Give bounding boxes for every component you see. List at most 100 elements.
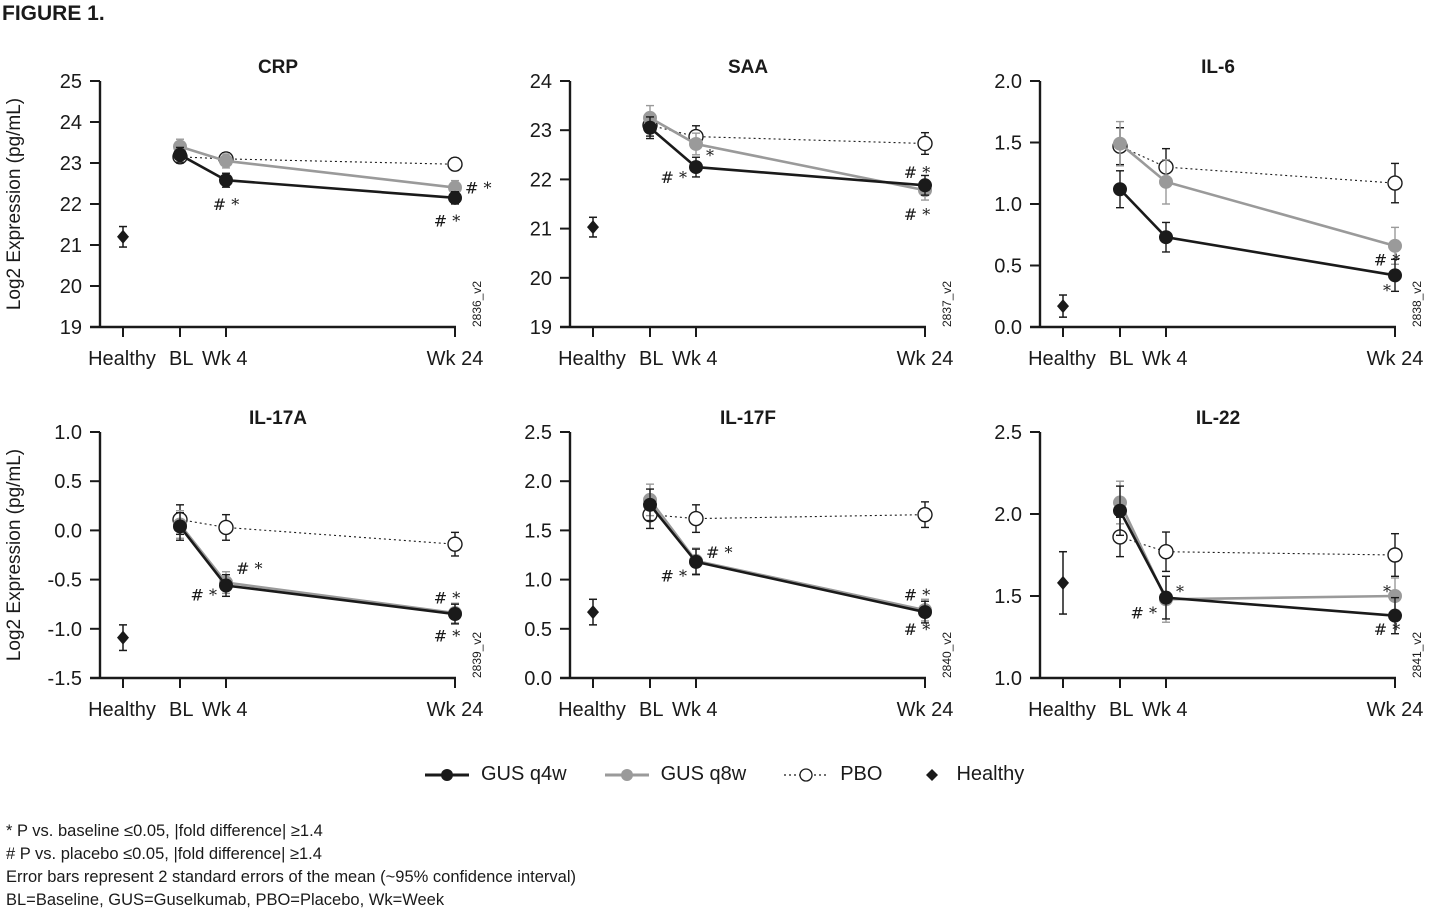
significance-annotation: # * — [1131, 603, 1158, 622]
panel-title: IL-6 — [1201, 57, 1235, 78]
significance-annotation: * — [1176, 582, 1184, 601]
figure-code: 2841_v2 — [1410, 632, 1424, 678]
data-point-gus-q4w — [1159, 230, 1173, 245]
y-tick-label: 0.5 — [994, 256, 1022, 278]
y-tick-label: 2.0 — [524, 471, 552, 493]
y-tick-label: 23 — [530, 120, 552, 142]
data-point-gus-q8w — [689, 136, 703, 151]
healthy-point — [1057, 299, 1069, 314]
data-point-gus-q4w — [1388, 608, 1402, 623]
x-tick-label: Healthy — [88, 699, 156, 721]
panel-saa: SAA 19 20 21 22 23 24 Healthy BL Wk 4 Wk 24 2837_v2… — [530, 57, 954, 370]
diamond-icon — [926, 768, 939, 781]
x-tick-label: Healthy — [88, 348, 156, 370]
significance-annotation: # * — [213, 195, 240, 214]
x-tick-label: Healthy — [558, 348, 626, 370]
significance-annotation: # * — [191, 585, 218, 604]
y-tick-label: 1.0 — [994, 194, 1022, 216]
data-point-gus-q4w — [643, 497, 657, 512]
healthy-point — [1057, 575, 1069, 590]
legend-label: Healthy — [956, 763, 1025, 785]
y-tick-label: 24 — [60, 112, 82, 134]
dotted-line-open-circle-icon — [784, 767, 829, 782]
data-point-gus-q4w — [448, 607, 462, 622]
panel-il-17a: IL-17A Log2 Expression (pg/mL) -1.5 -1.0 -0.… — [4, 408, 484, 721]
significance-annotation: # * — [904, 205, 931, 224]
y-tick-label: 21 — [530, 219, 552, 241]
x-tick-label: Healthy — [1028, 348, 1096, 370]
legend-item-gus-q8w: GUS q8w — [604, 763, 747, 786]
y-axis-label: Log2 Expression (pg/mL) — [4, 449, 25, 661]
panel-title: SAA — [728, 57, 768, 78]
y-tick-label: 0.5 — [524, 619, 552, 641]
series-line-gus-q8w — [649, 116, 926, 192]
significance-annotation: # * — [434, 588, 461, 607]
y-tick-label: 1.5 — [994, 133, 1022, 155]
significance-annotation: * — [1383, 281, 1391, 300]
y-tick-label: 20 — [60, 276, 82, 298]
panel-title: IL-22 — [1196, 408, 1240, 429]
data-point-gus-q8w — [1159, 174, 1173, 189]
significance-annotation: # * — [706, 543, 733, 562]
y-tick-label: -1.5 — [48, 668, 82, 690]
significance-annotation: # * — [465, 179, 492, 198]
data-point-gus-q4w — [1388, 268, 1402, 283]
y-tick-label: 1.0 — [524, 570, 552, 592]
y-tick-label: 2.0 — [994, 504, 1022, 526]
x-tick-label: Wk 4 — [1142, 699, 1188, 721]
x-tick-label: Healthy — [558, 699, 626, 721]
legend: GUS q4w GUS q8w PBO Healthy — [425, 763, 1062, 786]
y-tick-label: 1.0 — [54, 422, 82, 444]
legend-item-pbo: PBO — [784, 763, 882, 786]
y-tick-label: 0.0 — [54, 520, 82, 542]
panel-il-17f: IL-17F 0.0 0.5 1.0 1.5 2.0 2.5 Healthy BL Wk 4 Wk … — [524, 408, 954, 721]
panel-title: CRP — [258, 57, 298, 78]
data-point-gus-q4w — [689, 554, 703, 569]
x-tick-label: BL — [639, 699, 663, 721]
x-tick-label: Wk 24 — [1367, 699, 1424, 721]
solid-gray-line-marker-icon — [604, 768, 649, 781]
data-point-pbo — [1387, 175, 1403, 191]
panel-il-22: IL-22 1.0 1.5 2.0 2.5 Healthy BL Wk 4 Wk 24 2841_… — [994, 408, 1424, 721]
y-tick-label: 0.5 — [54, 471, 82, 493]
panel-crp: CRP Log2 Expression (pg/mL) 19 20 21 22 23 24 25… — [4, 57, 492, 370]
y-tick-label: 1.0 — [994, 668, 1022, 690]
legend-label: GUS q4w — [481, 763, 567, 785]
y-tick-label: 22 — [60, 194, 82, 216]
significance-annotation: # * — [1374, 620, 1401, 639]
significance-annotation: # * — [1374, 250, 1401, 269]
x-tick-label: BL — [169, 348, 193, 370]
data-point-gus-q4w — [918, 605, 932, 620]
data-point-gus-q8w — [1113, 136, 1127, 151]
significance-annotation: # * — [434, 211, 461, 230]
data-point-pbo — [1158, 544, 1174, 560]
x-tick-label: Wk 4 — [1142, 348, 1188, 370]
legend-label: GUS q8w — [660, 763, 747, 785]
significance-annotation: # * — [904, 585, 931, 604]
significance-annotation: # * — [904, 620, 931, 639]
x-tick-label: Wk 4 — [202, 699, 248, 721]
y-tick-label: 20 — [530, 268, 552, 290]
data-point-gus-q4w — [918, 178, 932, 193]
x-tick-label: Wk 24 — [1367, 348, 1424, 370]
data-point-gus-q4w — [173, 147, 187, 162]
x-tick-label: Wk 24 — [427, 699, 484, 721]
significance-annotation: # * — [904, 163, 931, 182]
panel-title: IL-17F — [720, 408, 776, 429]
legend-item-gus-q4w: GUS q4w — [425, 763, 567, 786]
data-point-gus-q4w — [448, 190, 462, 205]
significance-annotation: # * — [236, 559, 263, 578]
significance-annotation: # * — [434, 627, 461, 646]
x-tick-label: Wk 24 — [427, 348, 484, 370]
significance-annotation: * — [706, 146, 714, 165]
x-tick-label: BL — [1109, 699, 1133, 721]
legend-item-healthy: Healthy — [920, 763, 1024, 786]
y-tick-label: 19 — [60, 317, 82, 339]
figure-code: 2839_v2 — [470, 632, 484, 678]
figure-code: 2837_v2 — [940, 281, 954, 327]
x-tick-label: BL — [1109, 348, 1133, 370]
series-line-gus-q4w — [178, 525, 456, 616]
figure-title: FIGURE 1. — [2, 2, 105, 25]
y-tick-label: 2.5 — [524, 422, 552, 444]
